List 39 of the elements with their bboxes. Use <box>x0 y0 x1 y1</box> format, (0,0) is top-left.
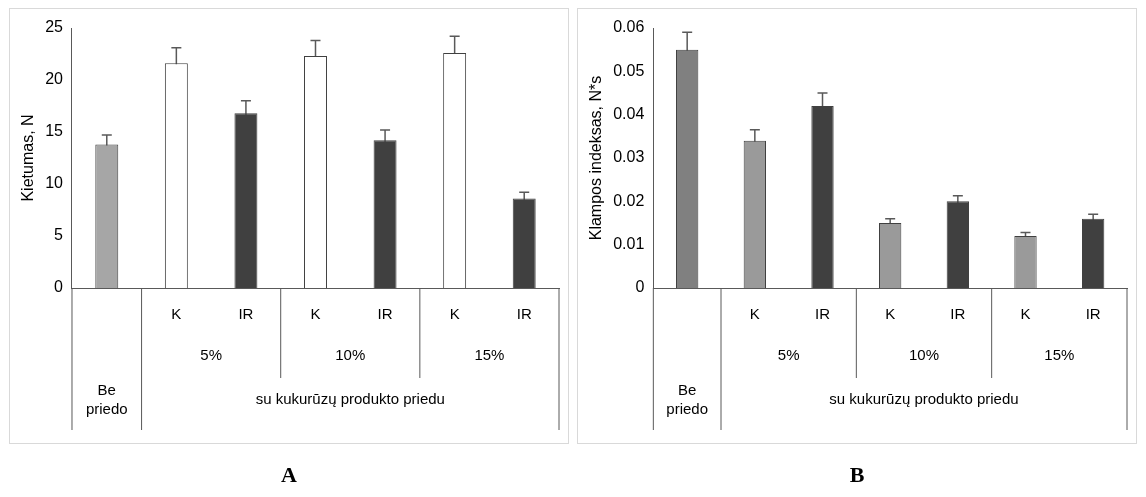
y-tick-label: 0.05 <box>613 61 645 79</box>
y-tick-label: 0.03 <box>613 148 645 166</box>
x-tick-label: IR <box>815 305 831 323</box>
y-tick-label: 20 <box>45 70 64 88</box>
text: B <box>849 462 865 488</box>
text: 15% <box>474 345 505 363</box>
x-tick-label: IR <box>238 305 254 323</box>
y-tick-label: 10 <box>45 174 64 192</box>
text: Be priedo <box>666 380 709 417</box>
y-tick-label: 0.06 <box>613 18 645 36</box>
y-tick-label: 0 <box>635 278 645 296</box>
x-tick-label: IR <box>516 305 532 323</box>
text: 10% <box>908 345 940 363</box>
y-tick-label: 25 <box>45 18 64 36</box>
x-tick-label: K <box>171 305 182 323</box>
x-tick-label: K <box>310 305 321 323</box>
x-tick-label: K <box>885 305 896 323</box>
y-tick-label: 5 <box>54 226 64 244</box>
y-axis-title: Kietumas, N <box>19 114 37 202</box>
text: su kukurūzų produkto priedu <box>829 390 1019 408</box>
x-tick-label: IR <box>1085 305 1101 323</box>
text: 5% <box>200 345 222 363</box>
text: Be priedo <box>85 380 128 417</box>
text: su kukurūzų produkto priedu <box>255 390 445 408</box>
text: A <box>281 462 297 488</box>
x-tick-label: K <box>1020 305 1031 323</box>
x-tick-label: IR <box>377 305 393 323</box>
y-tick-label: 0.04 <box>613 105 645 123</box>
text: 10% <box>335 345 366 363</box>
y-axis-title: Klampos indeksas, N*s <box>587 75 605 241</box>
y-tick-label: 0.02 <box>613 191 645 209</box>
y-tick-label: 15 <box>45 122 64 140</box>
text: 15% <box>1044 345 1075 363</box>
y-tick-label: 0 <box>54 278 64 296</box>
x-tick-label: K <box>449 305 460 323</box>
y-tick-label: 0.01 <box>613 235 645 253</box>
x-tick-label: K <box>749 305 760 323</box>
text: 5% <box>777 345 800 363</box>
x-tick-label: IR <box>950 305 966 323</box>
